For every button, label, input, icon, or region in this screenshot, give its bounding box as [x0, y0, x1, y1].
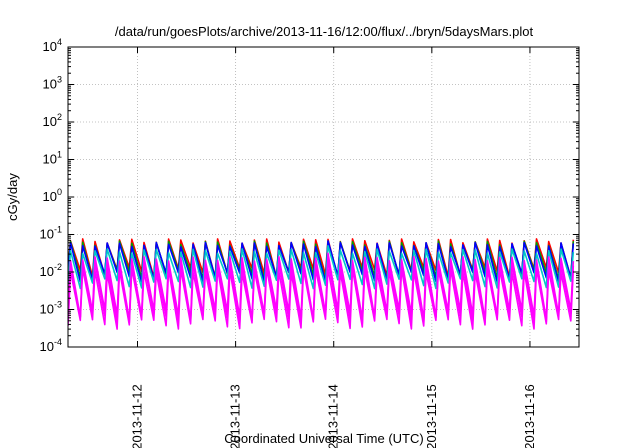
x-tick-label: 2013-11-16 [522, 384, 537, 448]
x-tick-label: 2013-11-12 [129, 384, 144, 448]
x-tick-label: 2013-11-13 [228, 384, 243, 448]
y-tick-label: 10-3 [40, 300, 62, 317]
y-tick-label: 101 [43, 150, 62, 167]
plot-frame [67, 46, 580, 348]
y-tick-label: 102 [43, 112, 62, 129]
y-tick-label: 103 [43, 75, 62, 92]
y-tick-label: 10-1 [40, 225, 62, 242]
y-tick-label: 104 [43, 37, 62, 54]
series-line [68, 259, 575, 325]
x-tick-label: 2013-11-14 [326, 384, 341, 448]
series-line [68, 240, 575, 283]
x-axis-label: Coordinated Universal Time (UTC) [224, 431, 423, 446]
chart-title: /data/run/goesPlots/archive/2013-11-16/1… [115, 24, 534, 39]
axis-ticks: 10-4 10-3 10-2 10-1 100 101 102 103 104 2013-11-1… [40, 37, 579, 448]
y-tick-label: 10-2 [40, 262, 62, 279]
y-axis-label: cGy/day [5, 173, 20, 221]
y-tick-label: 10-4 [40, 337, 62, 354]
x-tick-label: 2013-11-15 [424, 384, 439, 448]
series-line [68, 267, 575, 330]
series-line [68, 245, 575, 290]
y-tick-label: 100 [43, 187, 62, 204]
series-group [68, 238, 575, 330]
